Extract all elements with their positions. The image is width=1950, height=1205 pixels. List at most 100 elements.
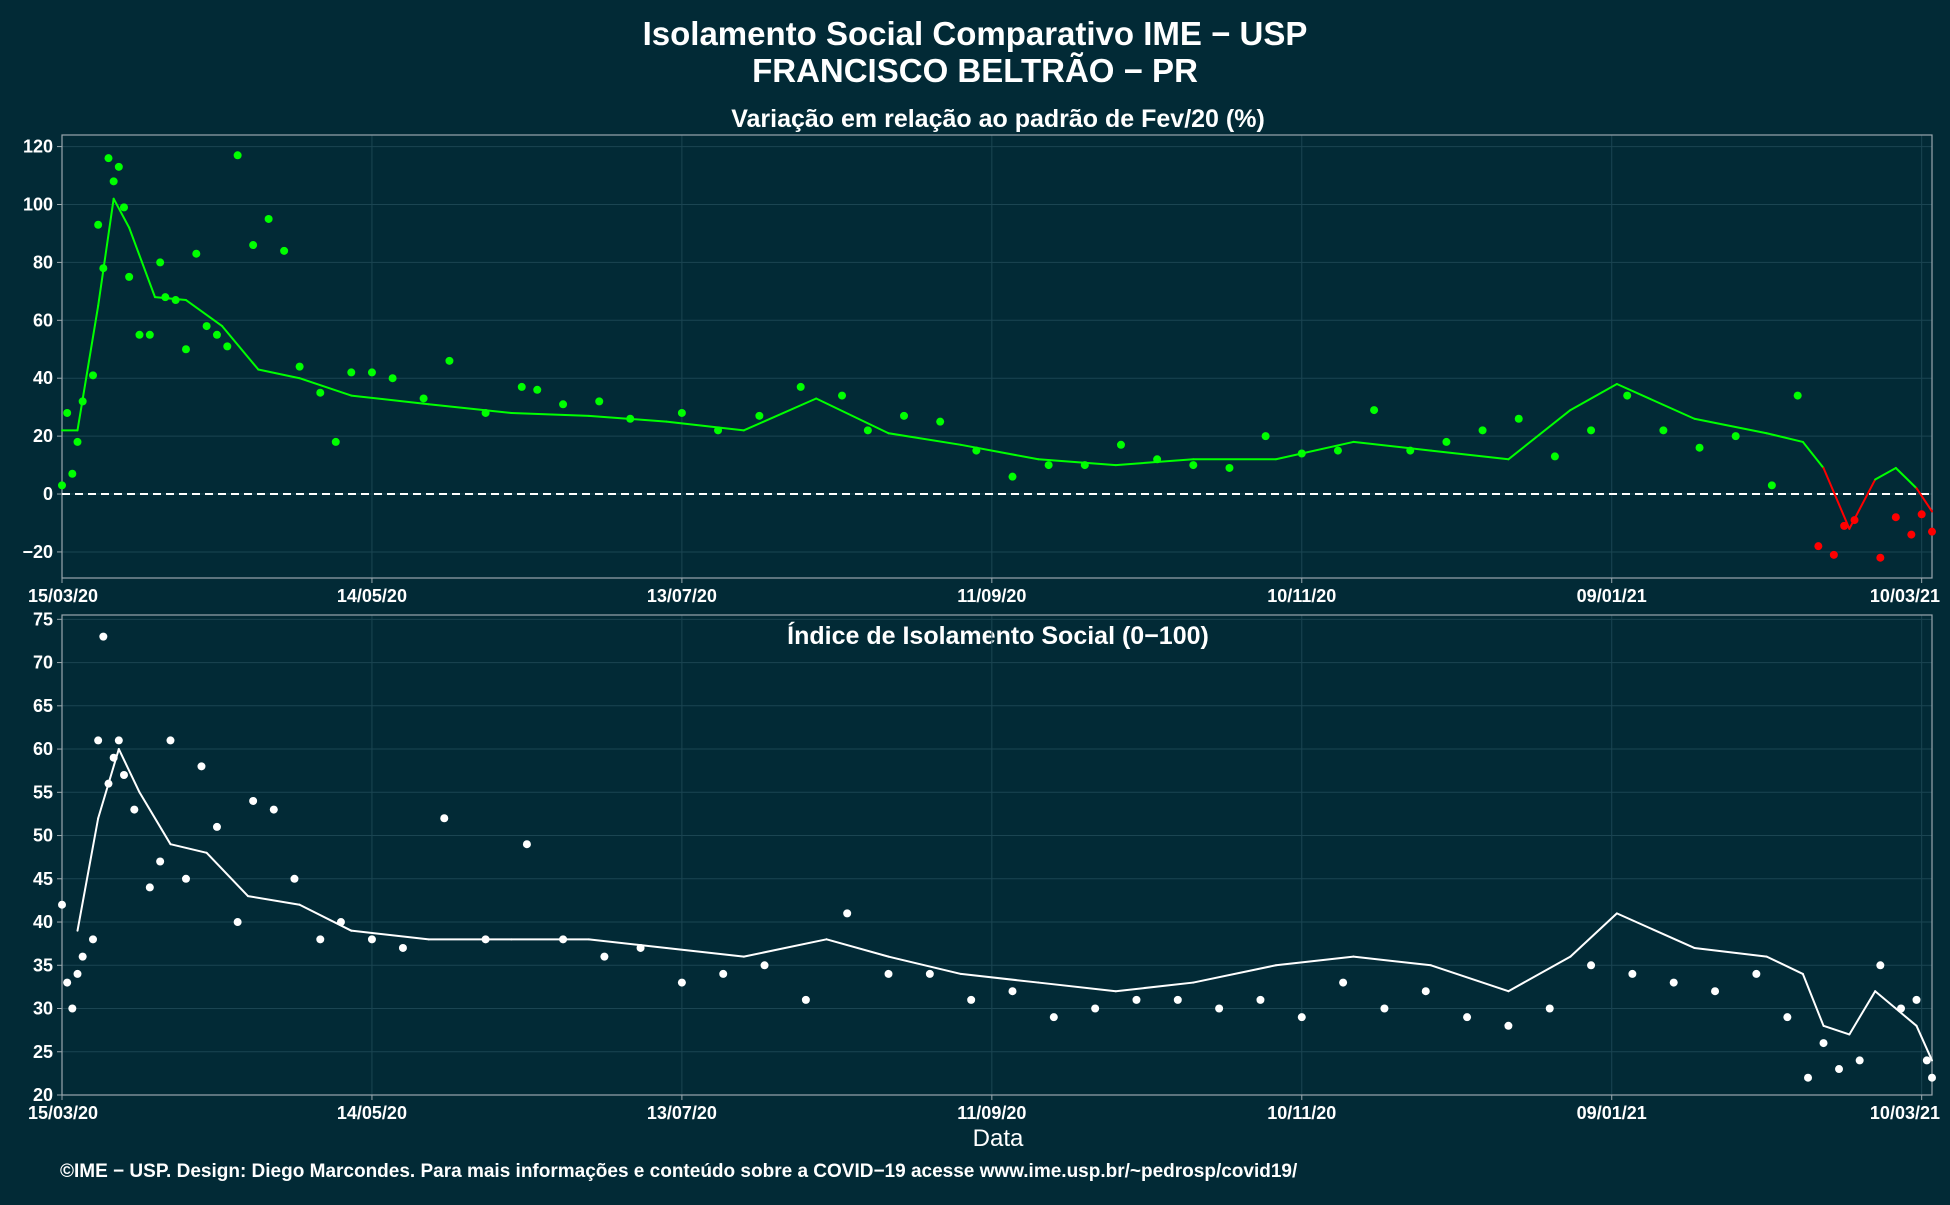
data-point bbox=[1814, 542, 1823, 551]
data-point bbox=[1008, 472, 1017, 481]
data-point bbox=[1711, 987, 1720, 996]
data-point bbox=[1840, 521, 1849, 530]
data-point bbox=[1623, 391, 1632, 400]
data-point bbox=[1587, 426, 1596, 435]
moving-average-segment bbox=[742, 938, 828, 958]
data-point bbox=[481, 935, 490, 944]
data-point bbox=[1049, 1013, 1058, 1022]
moving-average-segment bbox=[1874, 466, 1897, 481]
moving-average-segment bbox=[1037, 981, 1117, 993]
moving-average-segment bbox=[742, 397, 818, 432]
data-point bbox=[533, 385, 542, 394]
data-point bbox=[1628, 969, 1637, 978]
data-point bbox=[1907, 530, 1916, 539]
data-point bbox=[68, 469, 77, 478]
moving-average-segment bbox=[665, 420, 745, 432]
data-point bbox=[233, 151, 242, 160]
moving-average-segment bbox=[1615, 912, 1696, 949]
data-point bbox=[863, 426, 872, 435]
moving-average-segment bbox=[1848, 990, 1877, 1036]
data-point bbox=[1504, 1021, 1513, 1030]
data-point bbox=[336, 918, 345, 927]
data-point bbox=[1835, 1065, 1844, 1074]
moving-average-segment bbox=[1507, 955, 1572, 993]
moving-average-segment bbox=[1765, 432, 1804, 443]
data-point bbox=[316, 388, 325, 397]
data-point bbox=[1370, 406, 1379, 415]
variation-panel-title: Variação em relação ao padrão de Fev/20 … bbox=[731, 105, 1265, 133]
data-point bbox=[967, 995, 976, 1004]
data-point bbox=[156, 857, 165, 866]
data-point bbox=[145, 883, 154, 892]
data-point bbox=[522, 840, 531, 849]
data-point bbox=[801, 995, 810, 1004]
data-point bbox=[1587, 961, 1596, 970]
data-point bbox=[88, 371, 97, 380]
y-tick-label: 20 bbox=[33, 426, 53, 446]
x-tick-label: 15/03/20 bbox=[28, 586, 98, 606]
moving-average-segment bbox=[1352, 440, 1432, 452]
y-tick-label: 55 bbox=[33, 782, 53, 802]
moving-average-segment bbox=[587, 938, 668, 949]
data-point bbox=[109, 753, 118, 762]
data-point bbox=[135, 330, 144, 339]
data-point bbox=[331, 437, 340, 446]
data-point bbox=[78, 952, 87, 961]
moving-average-segment bbox=[1615, 383, 1696, 420]
moving-average-segment bbox=[1801, 972, 1825, 1027]
data-point bbox=[181, 345, 190, 354]
data-point bbox=[192, 249, 201, 258]
data-point bbox=[114, 162, 123, 171]
moving-average-segment bbox=[825, 938, 890, 958]
x-tick-label: 15/03/20 bbox=[28, 1103, 98, 1123]
moving-average-segment bbox=[350, 929, 430, 941]
data-point bbox=[1819, 1039, 1828, 1048]
chart-title-line2: FRANCISCO BELTRÃO − PR bbox=[752, 52, 1198, 89]
data-point bbox=[440, 814, 449, 823]
data-point bbox=[119, 771, 128, 779]
moving-average-segment bbox=[959, 443, 1040, 461]
data-point bbox=[145, 330, 154, 339]
data-point bbox=[1406, 446, 1415, 455]
data-point bbox=[1659, 426, 1668, 435]
moving-average-segment bbox=[153, 296, 187, 302]
data-point bbox=[181, 874, 190, 883]
data-point bbox=[1928, 1073, 1936, 1082]
data-point bbox=[104, 154, 113, 163]
y-tick-label: 25 bbox=[33, 1042, 53, 1062]
moving-average-segment bbox=[1822, 466, 1851, 530]
data-point bbox=[63, 408, 72, 417]
moving-average-segment bbox=[815, 397, 890, 435]
data-point bbox=[600, 952, 609, 961]
data-point bbox=[1380, 1004, 1389, 1013]
moving-average-segment bbox=[246, 895, 301, 906]
data-point bbox=[1215, 1004, 1224, 1013]
data-point bbox=[838, 391, 847, 400]
data-point bbox=[398, 943, 407, 952]
moving-average-segment bbox=[1429, 964, 1510, 993]
data-point bbox=[1855, 1056, 1864, 1065]
moving-average-segment bbox=[887, 432, 962, 446]
data-point bbox=[73, 437, 82, 446]
moving-average-segment bbox=[128, 226, 156, 299]
data-point bbox=[843, 909, 852, 918]
moving-average-segment bbox=[1894, 466, 1918, 490]
data-point bbox=[884, 969, 893, 978]
moving-average-segment bbox=[298, 377, 353, 397]
x-tick-label: 14/05/20 bbox=[337, 1103, 407, 1123]
moving-average-segment bbox=[97, 197, 115, 307]
data-point bbox=[249, 796, 258, 805]
moving-average-segment bbox=[887, 955, 962, 975]
y-tick-label: 100 bbox=[23, 194, 53, 214]
data-point bbox=[99, 632, 108, 641]
data-point bbox=[367, 935, 376, 944]
x-axis-title: Data bbox=[973, 1125, 1024, 1152]
data-point bbox=[1116, 440, 1125, 449]
data-point bbox=[197, 762, 206, 771]
moving-average-segment bbox=[1874, 990, 1897, 1010]
x-tick-label: 10/11/20 bbox=[1267, 586, 1336, 606]
y-tick-label: 65 bbox=[33, 696, 53, 716]
data-point bbox=[119, 203, 128, 212]
data-point bbox=[388, 374, 397, 383]
y-tick-label: 50 bbox=[33, 826, 53, 846]
